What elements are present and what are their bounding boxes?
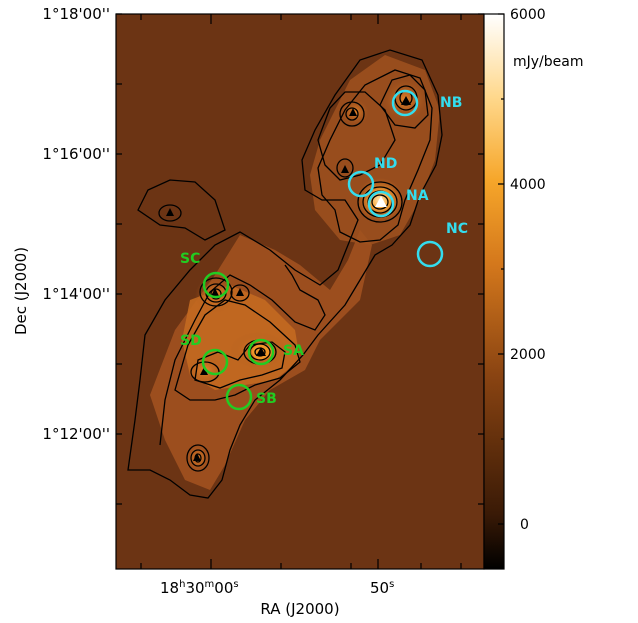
y-tick-label: 1°16'00'' [42, 145, 110, 163]
peak-markers [166, 96, 411, 461]
source-label-sb: SB [256, 391, 277, 407]
source-label-sa: SA [283, 343, 304, 359]
peak-marker [236, 288, 244, 296]
source-circle-nb [391, 89, 419, 117]
source-label-sc: SC [180, 251, 200, 267]
source-label-sd: SD [180, 333, 202, 349]
source-circle-na [367, 190, 395, 218]
source-circle-nd [347, 170, 375, 198]
source-label-nc: NC [446, 221, 468, 237]
peak-marker [349, 108, 357, 116]
y-tick-label: 1°14'00'' [42, 285, 110, 303]
peak-marker-na [375, 196, 387, 207]
colorbar-tick: 6000 [510, 7, 546, 23]
peak-marker [166, 208, 174, 216]
source-circle-sb [225, 383, 253, 411]
x-tick-label-1: 18h30m00s [160, 579, 239, 597]
peak-marker [256, 347, 266, 356]
peak-marker [401, 96, 411, 105]
y-tick-label: 1°18'00'' [42, 5, 110, 23]
colorbar-tick: 4000 [510, 177, 546, 193]
colorbar: 6000 4000 2000 0 mJy/beam [483, 7, 584, 570]
source-label-nd: ND [374, 156, 397, 172]
peak-marker [200, 367, 208, 375]
south-sources [201, 271, 275, 411]
source-circle-sc [202, 271, 230, 299]
peak-marker [341, 165, 349, 173]
colorbar-unit: mJy/beam [513, 54, 584, 70]
colorbar-tick: 0 [520, 517, 529, 533]
y-axis-label: Dec (J2000) [12, 247, 30, 335]
peak-marker [211, 288, 219, 296]
colorbar-tick: 2000 [510, 347, 546, 363]
contour-lines [127, 49, 443, 499]
y-tick-label: 1°12'00'' [42, 425, 110, 443]
x-axis-label: RA (J2000) [260, 600, 339, 618]
colorbar-gradient [484, 14, 504, 569]
source-circle-nc [416, 240, 444, 268]
north-sources [347, 89, 444, 268]
source-label-na: NA [406, 188, 429, 204]
source-circle-sd [201, 348, 229, 376]
source-label-nb: NB [440, 95, 462, 111]
source-circle-sa [247, 338, 275, 366]
peak-marker [193, 453, 201, 461]
map-panel [116, 14, 484, 569]
x-tick-label-2: 50s [370, 579, 394, 597]
